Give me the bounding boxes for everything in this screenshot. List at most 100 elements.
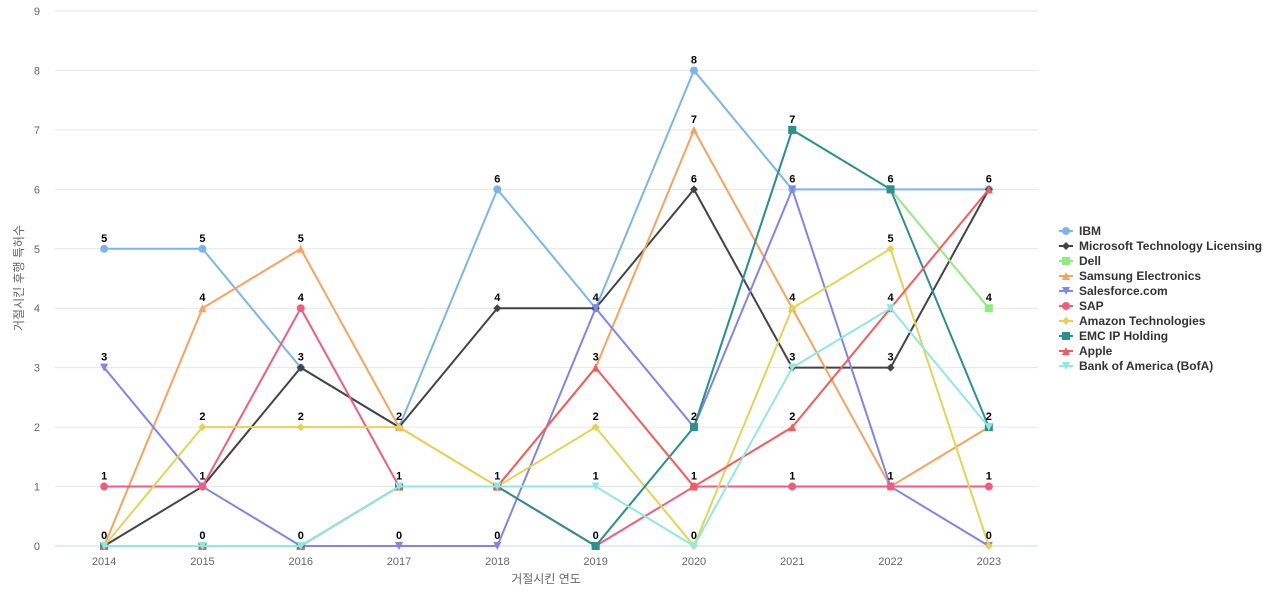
legend-item[interactable]: Dell: [1059, 254, 1101, 268]
data-point[interactable]: [198, 304, 207, 313]
series-line[interactable]: [103, 128, 990, 547]
series-line[interactable]: [103, 307, 990, 547]
x-axis-title: 거절시킨 연도: [511, 572, 581, 586]
data-label: 1: [494, 471, 500, 483]
data-label: 4: [298, 292, 305, 304]
data-label: 2: [199, 411, 205, 423]
data-label: 0: [298, 530, 304, 542]
data-point[interactable]: [984, 185, 993, 194]
data-label: 5: [298, 233, 304, 245]
data-point[interactable]: [100, 482, 109, 491]
series-line[interactable]: [103, 128, 990, 547]
legend-item[interactable]: IBM: [1059, 224, 1101, 238]
y-tick-label: 1: [34, 482, 40, 494]
grid-layer: [55, 10, 1038, 547]
legend-label: Apple: [1079, 344, 1113, 358]
legend-symbol[interactable]: [1062, 317, 1070, 325]
legend-symbol[interactable]: [1062, 227, 1070, 235]
legend-item[interactable]: Samsung Electronics: [1059, 269, 1201, 283]
series-amazon-technologies[interactable]: [100, 244, 993, 550]
legend-symbol[interactable]: [1062, 272, 1070, 280]
data-point[interactable]: [689, 423, 698, 432]
data-point[interactable]: [395, 423, 404, 432]
legend-item[interactable]: EMC IP Holding: [1059, 329, 1168, 343]
data-point[interactable]: [591, 423, 600, 432]
legend-item[interactable]: Apple: [1059, 344, 1113, 358]
legend-symbol[interactable]: [1062, 242, 1070, 250]
data-point[interactable]: [788, 304, 797, 313]
data-point[interactable]: [493, 304, 502, 313]
legend-label: Bank of America (BofA): [1079, 359, 1213, 373]
legend-symbol[interactable]: [1062, 302, 1070, 310]
data-point[interactable]: [689, 542, 698, 550]
data-point[interactable]: [591, 482, 600, 491]
legend-item[interactable]: Salesforce.com: [1059, 284, 1168, 298]
y-tick-label: 3: [34, 363, 40, 375]
data-point[interactable]: [788, 363, 797, 372]
legend-symbol[interactable]: [1062, 362, 1070, 370]
data-point[interactable]: [198, 482, 207, 491]
data-point[interactable]: [395, 482, 404, 491]
data-label: 5: [101, 233, 107, 245]
series-bank-of-america-bofa-[interactable]: [100, 304, 993, 550]
data-point[interactable]: [100, 542, 109, 550]
data-point[interactable]: [591, 304, 600, 313]
data-point[interactable]: [100, 363, 109, 372]
series-line[interactable]: [103, 128, 990, 547]
data-point[interactable]: [984, 423, 993, 432]
legend-symbol[interactable]: [1062, 257, 1070, 265]
data-point[interactable]: [198, 542, 207, 550]
x-tick-label: 2020: [682, 556, 706, 568]
data-label: 2: [396, 411, 402, 423]
data-point[interactable]: [886, 363, 895, 372]
legend-label: Amazon Technologies: [1079, 314, 1206, 328]
data-point[interactable]: [886, 304, 895, 313]
data-point[interactable]: [984, 542, 993, 550]
data-point[interactable]: [591, 363, 600, 372]
data-label: 1: [199, 471, 205, 483]
data-point[interactable]: [886, 482, 895, 491]
data-point[interactable]: [591, 542, 600, 550]
data-point[interactable]: [689, 66, 698, 75]
data-point[interactable]: [984, 304, 993, 313]
data-point[interactable]: [296, 542, 305, 550]
data-label: 4: [593, 292, 600, 304]
data-point[interactable]: [198, 423, 207, 432]
legend-symbol[interactable]: [1062, 332, 1070, 340]
series-line[interactable]: [103, 69, 990, 429]
legend-item[interactable]: SAP: [1059, 299, 1104, 313]
data-label: 7: [789, 114, 795, 126]
data-point[interactable]: [788, 423, 797, 432]
data-point[interactable]: [296, 244, 305, 253]
legend-label: EMC IP Holding: [1079, 329, 1168, 343]
data-label: 2: [986, 411, 992, 423]
data-point[interactable]: [493, 542, 502, 550]
data-point[interactable]: [296, 423, 305, 432]
data-point[interactable]: [984, 482, 993, 491]
data-point[interactable]: [886, 185, 895, 194]
legend-item[interactable]: Bank of America (BofA): [1059, 359, 1213, 373]
data-point[interactable]: [788, 125, 797, 134]
x-tick-label: 2014: [92, 556, 116, 568]
data-point[interactable]: [493, 185, 502, 194]
data-point[interactable]: [395, 542, 404, 550]
legend-item[interactable]: Microsoft Technology Licensing: [1059, 239, 1262, 253]
data-point[interactable]: [689, 125, 698, 134]
legend-item[interactable]: Amazon Technologies: [1059, 314, 1206, 328]
data-point[interactable]: [689, 482, 698, 491]
y-tick-label: 6: [34, 184, 40, 196]
data-point[interactable]: [689, 185, 698, 194]
legend-symbol[interactable]: [1062, 347, 1070, 355]
data-point[interactable]: [886, 244, 895, 253]
data-label: 2: [691, 411, 697, 423]
data-point[interactable]: [493, 482, 502, 491]
data-point[interactable]: [788, 482, 797, 491]
data-point[interactable]: [296, 304, 305, 313]
x-tick-label: 2023: [977, 556, 1001, 568]
data-point[interactable]: [198, 244, 207, 253]
series-line[interactable]: [103, 247, 990, 547]
data-point[interactable]: [100, 244, 109, 253]
data-point[interactable]: [788, 185, 797, 194]
legend-symbol[interactable]: [1062, 287, 1070, 295]
data-point[interactable]: [296, 363, 305, 372]
